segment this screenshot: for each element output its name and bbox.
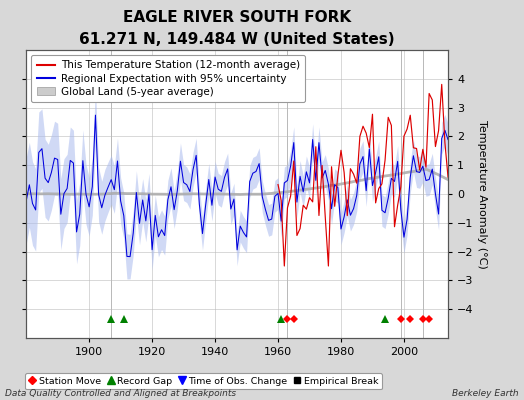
Text: Berkeley Earth: Berkeley Earth	[452, 389, 519, 398]
Title: EAGLE RIVER SOUTH FORK
61.271 N, 149.484 W (United States): EAGLE RIVER SOUTH FORK 61.271 N, 149.484…	[79, 10, 395, 48]
Legend: Station Move, Record Gap, Time of Obs. Change, Empirical Break: Station Move, Record Gap, Time of Obs. C…	[25, 373, 382, 390]
Y-axis label: Temperature Anomaly (°C): Temperature Anomaly (°C)	[477, 120, 487, 268]
Text: Data Quality Controlled and Aligned at Breakpoints: Data Quality Controlled and Aligned at B…	[5, 389, 236, 398]
